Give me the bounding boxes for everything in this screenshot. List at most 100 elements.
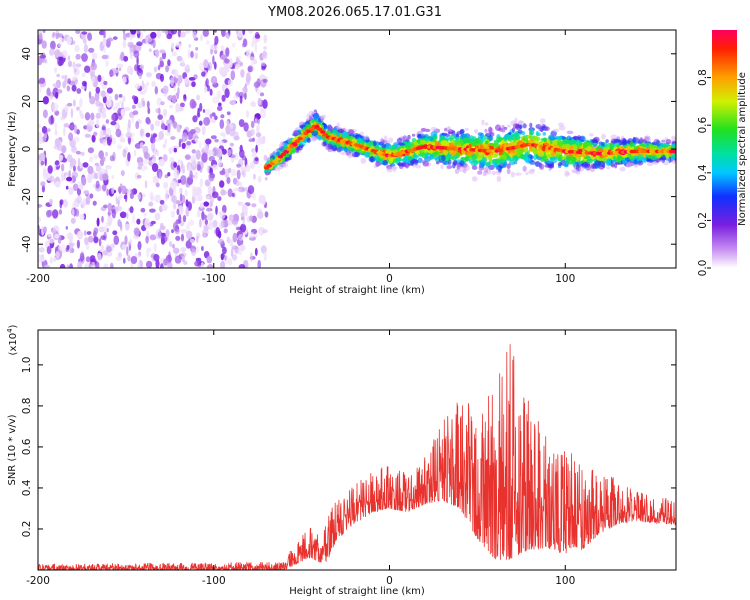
noise-speckle (250, 120, 255, 129)
noise-speckle (95, 86, 101, 94)
ridge-cell (566, 156, 573, 160)
noise-speckle (122, 76, 127, 84)
ridge-core (294, 139, 300, 143)
noise-speckle (239, 95, 243, 104)
ridge-cell (402, 157, 407, 162)
noise-speckle (219, 119, 225, 129)
noise-speckle (246, 49, 251, 58)
colorbar-tick-label: 0.0 (697, 260, 709, 277)
ridge-cell (626, 161, 631, 169)
ridge-core (306, 129, 312, 133)
noise-speckle (107, 216, 113, 224)
noise-speckle (157, 231, 162, 240)
noise-speckle (261, 66, 266, 71)
noise-speckle (204, 108, 211, 116)
ridge-cell (473, 138, 480, 144)
ridge-cell (292, 130, 300, 136)
noise-speckle (75, 150, 81, 155)
noise-speckle (114, 93, 119, 101)
noise-speckle (123, 55, 129, 62)
noise-speckle (149, 234, 157, 241)
noise-speckle (254, 42, 258, 53)
noise-speckle (160, 236, 166, 245)
colorbar-tick-label: 0.4 (697, 164, 709, 181)
noise-speckle (109, 155, 115, 162)
noise-speckle (84, 112, 91, 121)
noise-speckle (87, 235, 94, 243)
ridge-cell (510, 171, 515, 178)
noise-speckle (129, 32, 133, 41)
ridge-cell (517, 129, 523, 134)
noise-speckle (263, 251, 267, 262)
noise-speckle (214, 30, 217, 33)
noise-speckle (212, 55, 215, 65)
snr-line (38, 344, 676, 570)
ridge-cell (425, 128, 431, 133)
noise-speckle (130, 30, 137, 35)
ridge-cell (672, 145, 676, 150)
noise-speckle (123, 106, 131, 112)
ridge-cell (546, 160, 553, 164)
noise-speckle (184, 154, 191, 160)
ridge-cell (441, 132, 448, 136)
noise-speckle (173, 247, 180, 254)
noise-speckle (238, 91, 245, 99)
noise-speckle (196, 235, 199, 243)
spectrogram-x-tick-label: 0 (386, 273, 393, 285)
ridge-cell (540, 137, 547, 142)
noise-speckle (222, 246, 227, 255)
noise-speckle (162, 143, 167, 149)
noise-speckle (219, 211, 226, 220)
noise-speckle (263, 34, 268, 44)
noise-speckle (150, 123, 155, 131)
noise-speckle (249, 56, 255, 61)
ridge-cell (498, 169, 502, 173)
noise-speckle (136, 156, 144, 164)
noise-speckle (122, 148, 127, 158)
noise-speckle (92, 200, 97, 206)
noise-speckle (137, 165, 142, 170)
noise-speckle (227, 79, 233, 87)
noise-speckle (229, 142, 234, 147)
noise-speckle (165, 132, 172, 136)
ridge-cell (601, 133, 606, 140)
snr-x-tick-label: 0 (386, 575, 393, 587)
ridge-cell (513, 156, 520, 160)
noise-speckle (144, 219, 151, 229)
noise-speckle (153, 66, 158, 73)
noise-speckle (261, 62, 266, 67)
noise-speckle (41, 58, 48, 64)
noise-speckle (52, 209, 59, 219)
noise-speckle (172, 145, 179, 150)
noise-speckle (49, 48, 55, 56)
ridge-cell (610, 138, 618, 144)
ridge-core (289, 144, 295, 149)
noise-speckle (180, 175, 187, 185)
noise-speckle (176, 182, 180, 187)
noise-speckle (244, 164, 251, 173)
noise-speckle (54, 181, 61, 188)
snr-frame (37, 329, 677, 571)
noise-speckle (96, 217, 100, 227)
noise-speckle (173, 121, 177, 129)
noise-speckle (220, 260, 226, 268)
ridge-cell (446, 126, 451, 131)
noise-speckle (226, 177, 231, 184)
noise-speckle (204, 219, 208, 226)
ridge-cell (440, 164, 444, 169)
noise-speckle (52, 257, 57, 262)
ridge-cell (494, 163, 498, 168)
ridge-cell (456, 163, 461, 169)
noise-speckle (68, 170, 71, 179)
noise-speckle (115, 128, 122, 138)
noise-speckle (205, 138, 212, 145)
noise-speckle (83, 230, 87, 236)
noise-speckle (111, 113, 116, 121)
noise-speckle (68, 132, 74, 141)
noise-speckle (109, 262, 114, 268)
noise-speckle (245, 110, 250, 118)
ridge-cell (375, 145, 381, 151)
noise-speckle (187, 164, 192, 172)
noise-speckle (255, 144, 258, 153)
